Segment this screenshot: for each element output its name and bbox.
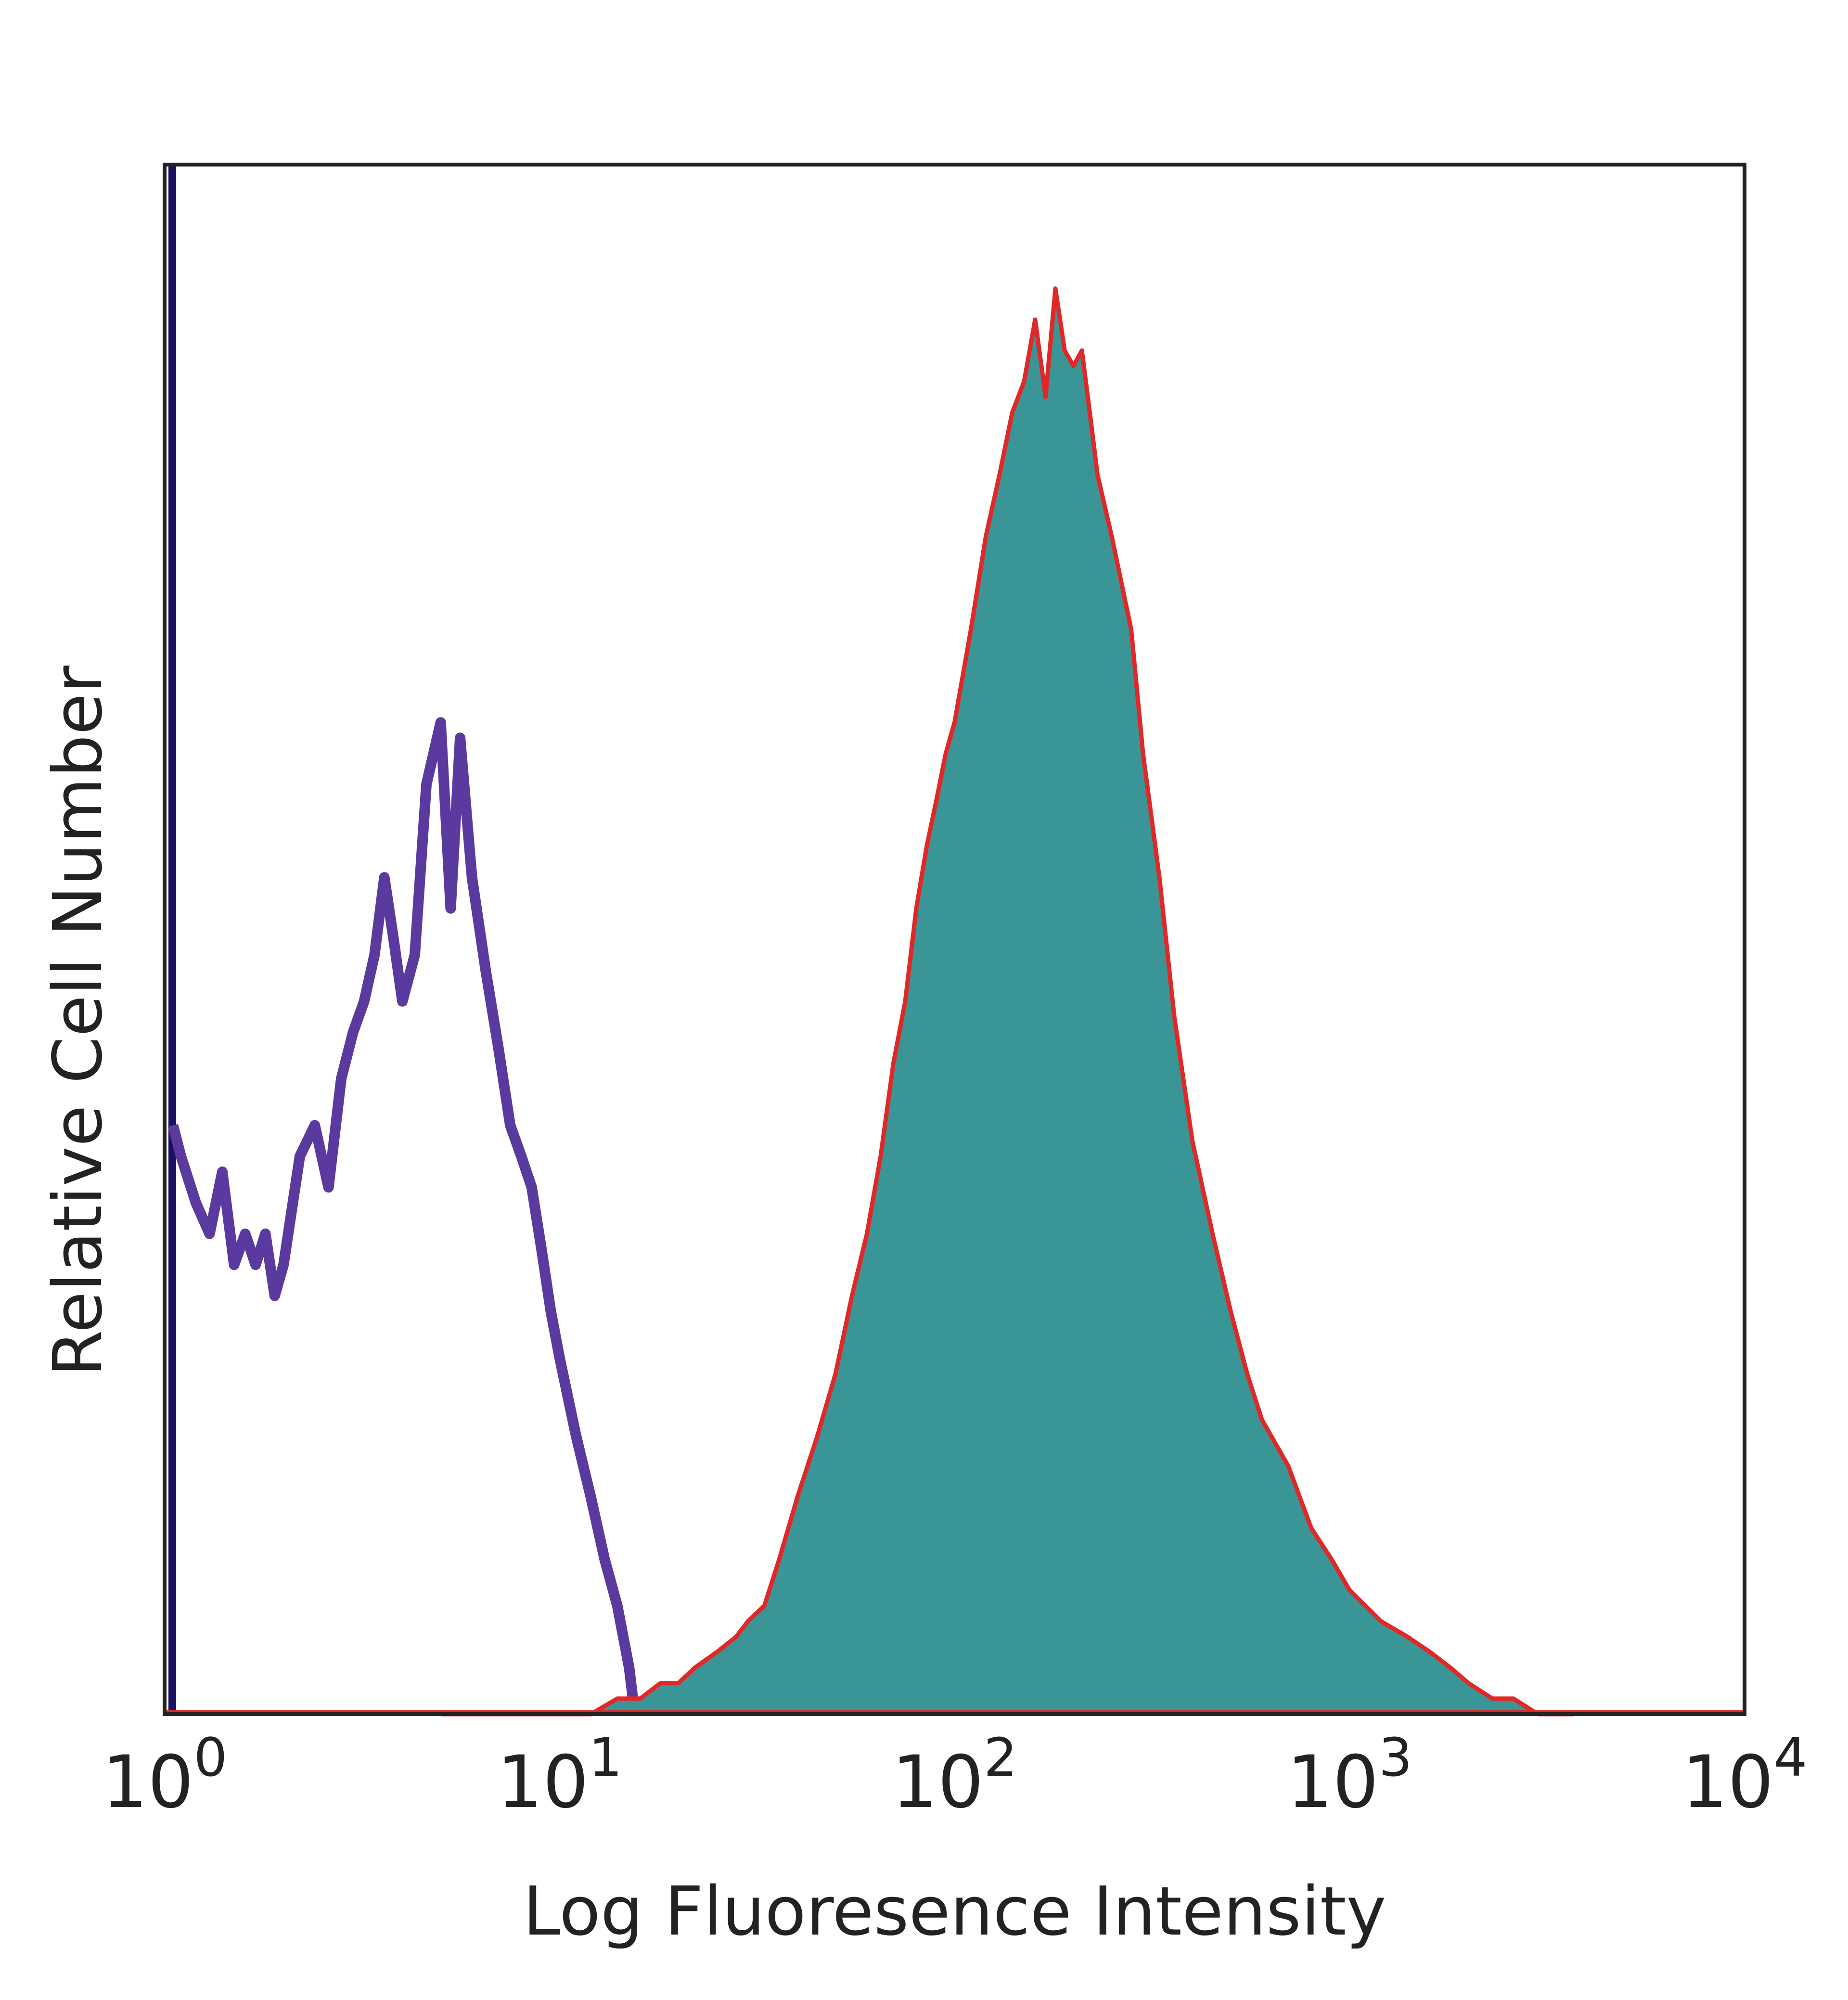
series-1-line [167,717,640,1715]
x-tick-label-0: 100 [102,1727,228,1824]
series-2-line [440,286,1574,1717]
x-tick-label-3: 103 [1287,1727,1412,1824]
plot-frame [163,163,1746,1716]
x-tick-label-1: 101 [497,1727,622,1824]
x-tick-labels: 100 101 102 103 104 [102,1727,1808,1824]
plot-area [163,163,1746,1717]
x-axis-label: Log Fluoresence Intensity [523,1872,1386,1951]
x-tick-label-2: 102 [892,1727,1017,1824]
x-tick-label-4: 104 [1682,1727,1808,1824]
series-2-fill [440,288,1574,1714]
y-axis-label: Relative Cell Number [39,666,117,1377]
